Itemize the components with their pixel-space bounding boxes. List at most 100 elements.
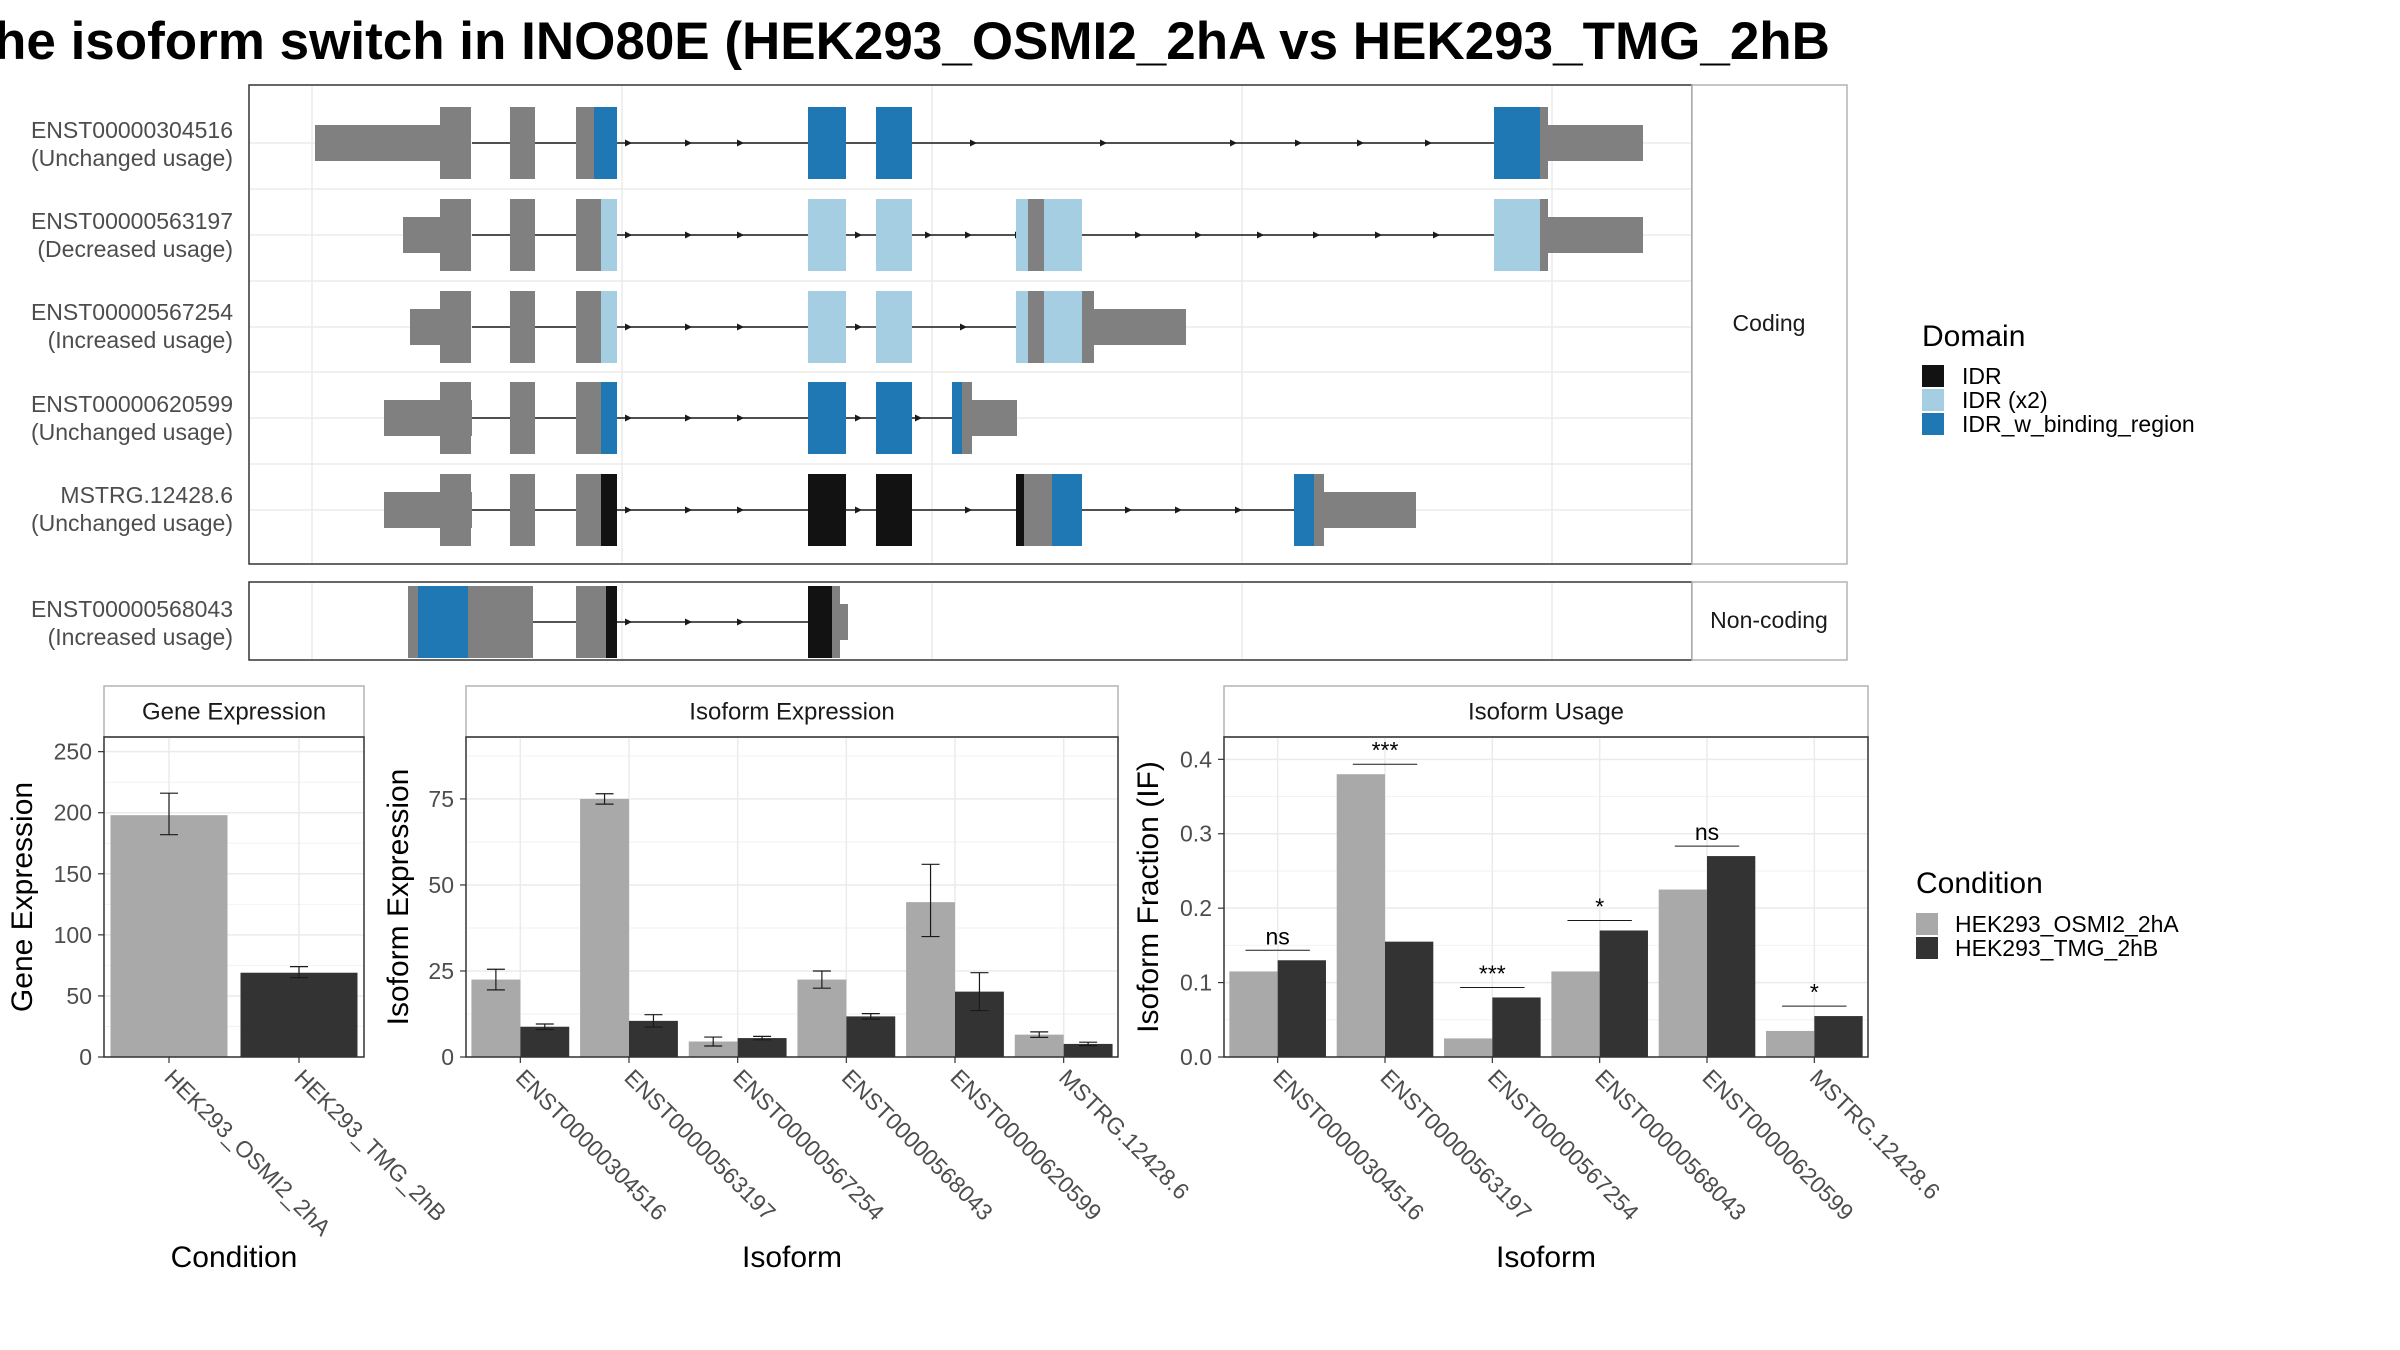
y-tick-label: 0.3 <box>1180 821 1212 847</box>
y-tick-label: 0 <box>79 1044 92 1070</box>
bar <box>1658 889 1707 1057</box>
isoform-expression-chart: Isoform Expression0255075ENST00000304516… <box>382 685 1195 1274</box>
bar <box>110 815 228 1057</box>
y-tick-label: 75 <box>428 786 454 812</box>
direction-arrow <box>737 231 744 239</box>
domain-segment <box>1016 474 1024 546</box>
direction-arrow <box>1375 231 1382 239</box>
transcript-row <box>408 586 848 658</box>
exon <box>440 291 471 363</box>
x-axis-title: Isoform <box>1496 1241 1596 1274</box>
significance-label: *** <box>1479 960 1506 986</box>
y-tick-label: 0.1 <box>1180 970 1212 996</box>
domain-segment <box>876 382 912 454</box>
exon <box>1082 291 1094 363</box>
exon <box>440 382 471 454</box>
significance-label: *** <box>1372 737 1399 763</box>
bar <box>520 1026 570 1057</box>
direction-arrow <box>855 231 862 239</box>
row-label-isoform: ENST00000568043 <box>31 596 233 622</box>
y-tick-label: 50 <box>66 983 92 1009</box>
direction-arrow <box>737 618 744 626</box>
exon <box>576 474 601 546</box>
coding-strip-label: Coding <box>1733 310 1806 336</box>
exon <box>962 382 972 454</box>
significance-label: * <box>1810 979 1819 1005</box>
bar <box>580 798 629 1057</box>
domain-segment <box>808 291 846 363</box>
significance-label: ns <box>1266 923 1290 949</box>
row-label-status: (Increased usage) <box>48 327 233 353</box>
direction-arrow <box>685 323 692 331</box>
condition-legend: Condition HEK293_OSMI2_2hA HEK293_TMG_2h… <box>1916 867 2179 961</box>
legend-key-osmi <box>1916 913 1938 935</box>
domain-segment <box>808 474 846 546</box>
panel-border <box>465 736 1119 1058</box>
y-tick-label: 250 <box>54 739 92 765</box>
structure-noncoding-panel: Non-coding <box>248 581 1848 661</box>
y-axis-title: Gene Expression <box>6 782 39 1012</box>
exon <box>1548 125 1643 161</box>
domain-segment <box>1494 199 1540 271</box>
y-tick-label: 150 <box>54 861 92 887</box>
direction-arrow <box>965 506 972 514</box>
bar <box>1814 1016 1863 1057</box>
transcript-row <box>384 474 1416 546</box>
bar <box>688 1041 738 1057</box>
row-label-isoform: MSTRG.12428.6 <box>60 482 233 508</box>
bar <box>1551 971 1600 1057</box>
exon <box>832 586 840 658</box>
y-tick-label: 0.0 <box>1180 1044 1212 1070</box>
domain-segment <box>606 586 617 658</box>
chart-title: Isoform Expression <box>689 699 894 726</box>
domain-segment <box>808 586 832 658</box>
direction-arrow <box>1425 139 1432 147</box>
bar <box>1385 941 1434 1057</box>
row-label-status: (Decreased usage) <box>37 236 233 262</box>
exon <box>1094 309 1186 345</box>
direction-arrow <box>685 414 692 422</box>
exon <box>1028 199 1044 271</box>
direction-arrow <box>970 139 977 147</box>
direction-arrow <box>925 231 932 239</box>
panel-border <box>1223 736 1869 1058</box>
exon <box>510 382 535 454</box>
domain-segment <box>952 382 962 454</box>
bar <box>1014 1034 1064 1057</box>
direction-arrow <box>1257 231 1264 239</box>
domain-legend: Domain IDR IDR (x2) IDR_w_binding_region <box>1922 320 2195 437</box>
row-label-isoform: ENST00000304516 <box>31 117 233 143</box>
bar <box>1336 774 1385 1057</box>
bar <box>1492 997 1541 1057</box>
legend-key-idr <box>1922 365 1944 387</box>
exon <box>408 586 418 658</box>
bar <box>1063 1043 1113 1057</box>
exon <box>510 474 535 546</box>
direction-arrow <box>1195 231 1202 239</box>
domain-segment <box>418 586 468 658</box>
bar <box>737 1038 787 1057</box>
significance-label: * <box>1595 893 1604 919</box>
row-labels: ENST00000304516 (Unchanged usage) ENST00… <box>31 117 233 650</box>
y-tick-label: 0.2 <box>1180 895 1212 921</box>
direction-arrow <box>1313 231 1320 239</box>
exon <box>510 107 535 179</box>
bar <box>240 972 358 1057</box>
domain-segment <box>1044 291 1082 363</box>
transcript-row <box>410 291 1186 363</box>
x-axis-title: Isoform <box>742 1241 842 1274</box>
direction-arrow <box>855 414 862 422</box>
transcript-row <box>403 199 1643 271</box>
direction-arrow <box>1357 139 1364 147</box>
exon <box>1540 199 1548 271</box>
x-axis-title: Condition <box>171 1241 298 1274</box>
legend-label-osmi: HEK293_OSMI2_2hA <box>1955 911 2179 937</box>
direction-arrow <box>685 506 692 514</box>
direction-arrow <box>1230 139 1237 147</box>
exon <box>1314 474 1324 546</box>
direction-arrow <box>1295 139 1302 147</box>
panel-border <box>103 736 365 1058</box>
exon <box>576 199 601 271</box>
domain-segment <box>601 199 617 271</box>
